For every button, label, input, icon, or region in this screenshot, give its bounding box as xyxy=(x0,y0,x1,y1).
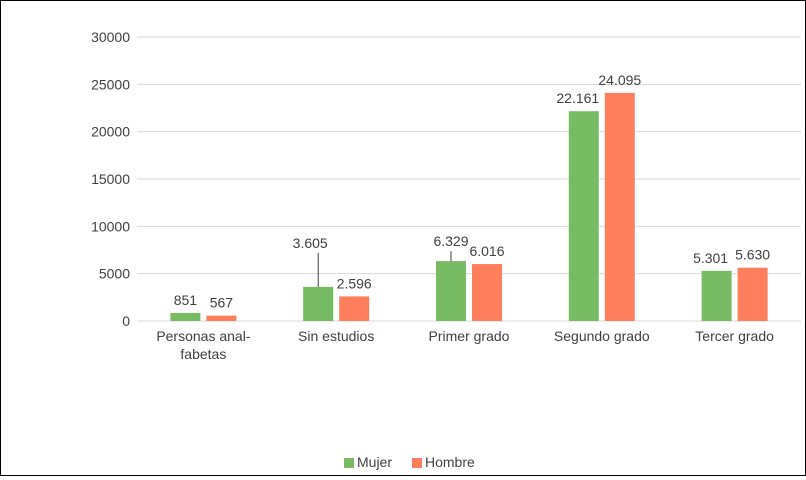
category-label: fabetas xyxy=(180,346,226,362)
y-tick-label: 30000 xyxy=(91,29,130,45)
legend-label-hombre: Hombre xyxy=(425,454,475,470)
y-tick-label: 10000 xyxy=(91,218,130,234)
y-tick-label: 5000 xyxy=(99,266,130,282)
category-label: Sin estudios xyxy=(298,328,374,344)
y-tick-label: 25000 xyxy=(91,76,130,92)
category-label: Segundo grado xyxy=(554,328,650,344)
legend-label-mujer: Mujer xyxy=(357,454,392,470)
category-label: Tercer grado xyxy=(695,328,774,344)
data-label-mujer: 5.301 xyxy=(693,250,728,266)
y-axis-ticks: 0 5000 10000 15000 20000 25000 30000 xyxy=(91,29,130,329)
gridlines xyxy=(137,36,801,322)
legend-swatch-mujer xyxy=(344,458,354,468)
legend: Mujer Hombre xyxy=(344,454,475,470)
bar-mujer xyxy=(701,270,732,321)
data-label-hombre: 2.596 xyxy=(337,275,372,291)
bar-hombre xyxy=(472,264,502,321)
data-label-hombre: 567 xyxy=(210,295,234,311)
legend-swatch-hombre xyxy=(412,458,422,468)
y-tick-label: 20000 xyxy=(91,124,130,140)
bar-mujer xyxy=(436,261,466,321)
bar-mujer xyxy=(303,286,334,321)
bar-mujer xyxy=(568,111,599,321)
y-tick-label: 0 xyxy=(122,313,130,329)
data-label-mujer: 851 xyxy=(174,292,198,308)
bar-hombre xyxy=(604,92,635,321)
data-label-hombre: 6.016 xyxy=(469,243,504,259)
data-label-mujer: 3.605 xyxy=(293,235,328,251)
bar-mujer xyxy=(170,312,201,321)
bar-hombre xyxy=(737,267,768,321)
bar-hombre xyxy=(339,296,370,321)
category-label: Personas anal- xyxy=(156,328,251,344)
bar-hombre xyxy=(206,315,237,321)
data-label-hombre: 24.095 xyxy=(598,72,641,88)
category-labels: Personas anal-fabetas Sin estudios Primer … xyxy=(156,328,774,362)
bars xyxy=(170,92,768,321)
data-label-hombre: 5.630 xyxy=(735,247,770,263)
data-label-mujer: 22.161 xyxy=(556,90,599,106)
data-label-mujer: 6.329 xyxy=(433,233,468,249)
label-leaders xyxy=(317,251,452,287)
y-tick-label: 15000 xyxy=(91,171,130,187)
category-label: Primer grado xyxy=(429,328,510,344)
